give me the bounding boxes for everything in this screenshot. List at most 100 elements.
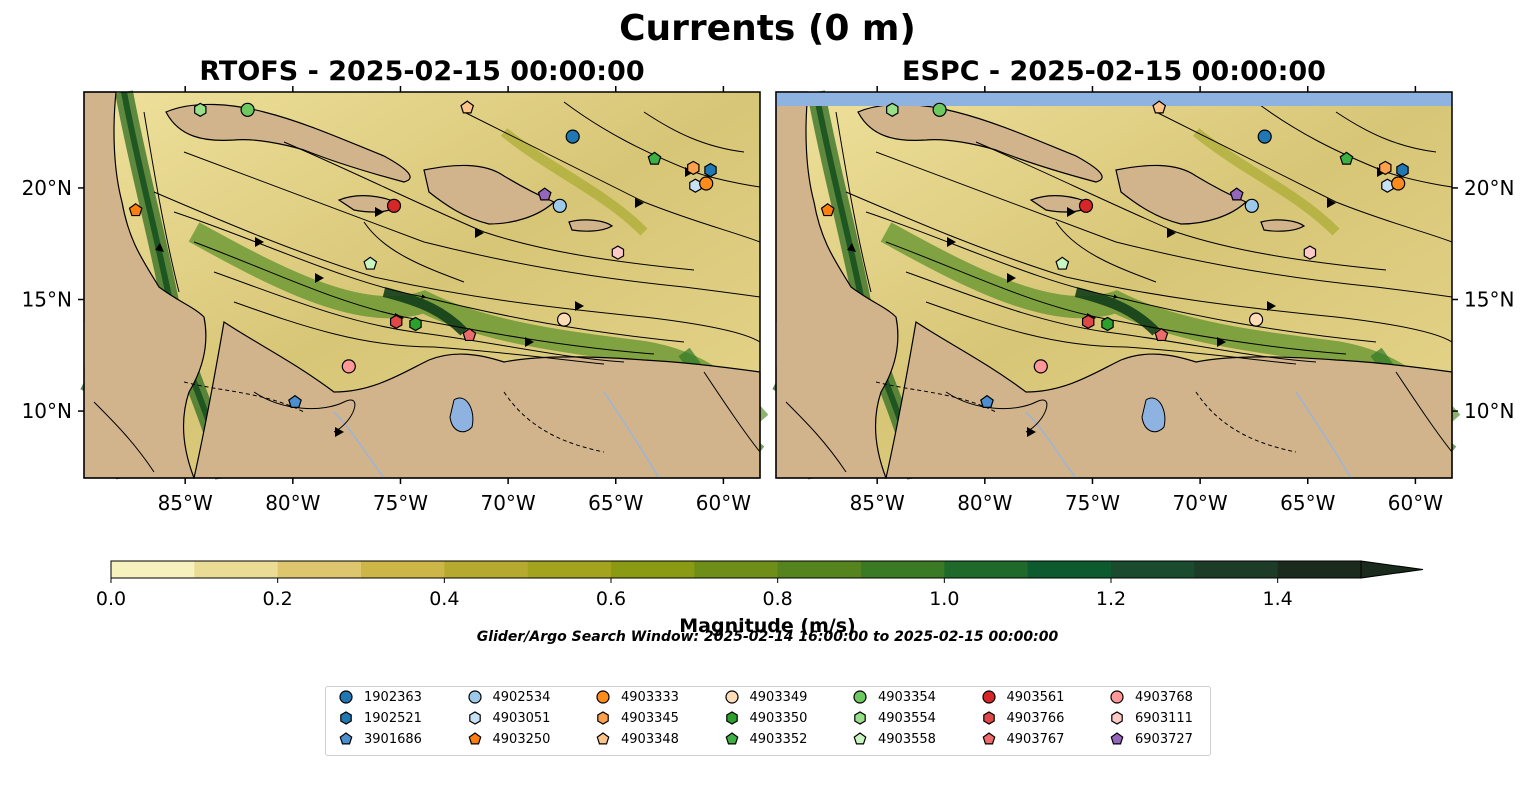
lon-tick-label: 80°W (265, 491, 320, 515)
lon-tick-label: 60°W (1388, 491, 1443, 515)
lon-tick-label: 75°W (373, 491, 428, 515)
lat-tick-label: 10°N (1464, 399, 1514, 423)
float-marker-4903558 (363, 256, 378, 270)
colorbar-label: Magnitude (m/s) (679, 615, 856, 637)
legend-label: 4903345 (621, 710, 679, 726)
float-marker-4903768 (341, 359, 356, 374)
legend-item-4903333: 4903333 (595, 689, 679, 705)
hexagon-marker-icon (468, 711, 481, 725)
legend-item-4903767: 4903767 (981, 731, 1064, 747)
colorbar-segment (1194, 561, 1279, 578)
lon-tick-label: 65°W (1280, 491, 1335, 515)
legend-item-4902534: 4902534 (467, 689, 551, 705)
hexagon-marker-icon (340, 711, 352, 725)
float-marker-4903250 (128, 203, 143, 217)
float-marker-1902521 (1396, 162, 1409, 178)
circle-marker-icon (1110, 690, 1124, 704)
float-marker-3901686 (288, 394, 302, 408)
hexagon-marker-icon (982, 711, 995, 725)
float-marker-4903354 (240, 102, 255, 117)
legend-label: 4903561 (1006, 689, 1065, 705)
legend-item-4903554: 4903554 (852, 710, 936, 726)
float-marker-1902521 (704, 162, 717, 178)
lat-tick-label: 10°N (22, 399, 72, 423)
colorbar-segment (194, 561, 279, 578)
legend-label: 3901686 (364, 731, 422, 747)
colorbar-segment (777, 561, 862, 578)
float-marker-4903349 (1248, 312, 1264, 327)
lon-tick-label: 75°W (1065, 491, 1120, 515)
lon-tick-label: 70°W (480, 491, 535, 515)
figure-title: Currents (0 m) (619, 8, 916, 49)
float-marker-4903348 (1152, 100, 1167, 114)
pentagon-marker-icon (1110, 732, 1124, 745)
circle-marker-icon (467, 690, 482, 704)
legend-label: 4903349 (749, 689, 808, 705)
circle-marker-icon (339, 690, 353, 704)
pentagon-marker-icon (725, 732, 738, 745)
legend-item-4903349: 4903349 (724, 689, 808, 705)
legend-label: 4902534 (492, 689, 551, 705)
lat-tick-label: 20°N (1464, 176, 1514, 200)
float-marker-6903727 (537, 187, 552, 201)
float-marker-4903051 (689, 178, 702, 193)
colorbar-tick-label: 1.4 (1262, 588, 1293, 610)
colorbar-segment (277, 561, 362, 578)
legend-item-4903348: 4903348 (595, 731, 679, 747)
lon-tick-label: 60°W (696, 491, 751, 515)
pentagon-marker-icon (982, 732, 995, 745)
float-marker-1902363 (1257, 129, 1272, 144)
lon-tick-label: 85°W (850, 491, 905, 515)
float-marker-4903345 (687, 160, 700, 176)
float-marker-4903767 (1154, 327, 1169, 342)
legend-item-4903561: 4903561 (981, 689, 1065, 705)
circle-marker-icon (596, 690, 610, 704)
colorbar-segment (444, 561, 529, 578)
lon-tick-label: 70°W (1172, 491, 1227, 515)
left-panel-title: RTOFS - 2025-02-15 00:00:00 (199, 56, 645, 87)
colorbar-segment (1111, 561, 1195, 578)
lat-tick-label: 20°N (22, 176, 72, 200)
circle-marker-icon (853, 690, 867, 704)
float-marker-4903345 (1379, 160, 1392, 176)
legend-item-4903051: 4903051 (467, 710, 550, 726)
legend-label: 4903350 (749, 710, 808, 726)
legend-item-4903250: 4903250 (467, 731, 550, 747)
colorbar-tick-label: 0.8 (762, 588, 793, 610)
circle-marker-icon (981, 690, 996, 704)
colorbar-tick-label: 0.4 (429, 588, 460, 610)
legend-item-4903350: 4903350 (724, 710, 808, 726)
colorbar-segment (694, 561, 779, 578)
float-marker-4903352 (647, 151, 662, 165)
float-marker-4903350 (1101, 316, 1114, 332)
colorbar (110, 560, 1424, 583)
lon-tick-label: 65°W (588, 491, 643, 515)
colorbar-segment (361, 561, 445, 578)
colorbar-tick-label: 1.0 (929, 588, 960, 610)
float-marker-4903350 (409, 316, 422, 332)
hexagon-marker-icon (597, 711, 609, 725)
legend-item-1902521: 1902521 (338, 710, 422, 726)
right-panel-title: ESPC - 2025-02-15 00:00:00 (902, 56, 1326, 87)
colorbar-frame (110, 560, 1362, 579)
float-marker-4903349 (556, 312, 572, 327)
legend-label: 4903354 (878, 689, 936, 705)
legend-label: 1902521 (364, 710, 422, 726)
legend-item-3901686: 3901686 (338, 731, 422, 747)
colorbar-segment (944, 561, 1029, 578)
colorbar-tick-label: 0.2 (262, 588, 293, 610)
float-marker-4903352 (1339, 151, 1354, 165)
pentagon-marker-icon (468, 732, 481, 745)
colorbar-segment (527, 561, 612, 578)
float-marker-4903766 (389, 314, 403, 329)
lat-tick-label: 15°N (22, 288, 72, 312)
legend-label: 6903111 (1135, 710, 1193, 726)
pentagon-marker-icon (596, 732, 610, 745)
float-marker-6903111 (1303, 245, 1317, 260)
search-window-text: Glider/Argo Search Window: 2025-02-14 16… (476, 629, 1059, 645)
legend-item-4903768: 4903768 (1109, 689, 1193, 705)
float-marker-4903051 (1381, 178, 1394, 193)
legend-label: 4903554 (878, 710, 936, 726)
colorbar-segment (111, 561, 195, 578)
legend-item-4903354: 4903354 (852, 689, 936, 705)
